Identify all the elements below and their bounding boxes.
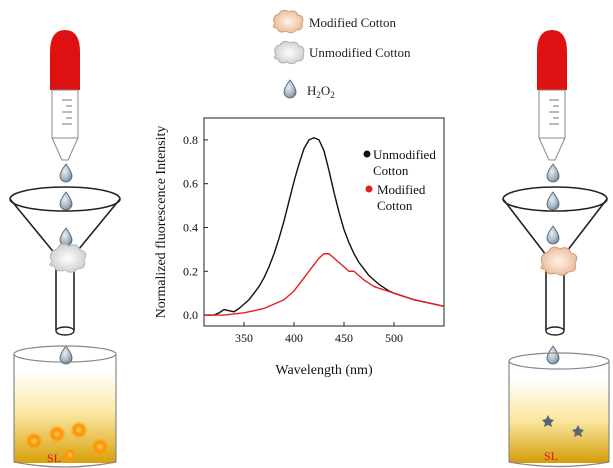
x-tick-label: 500 (385, 331, 403, 345)
plot-frame (203, 117, 445, 327)
series-label-modified-line1: Modified (377, 182, 426, 197)
series-marker-unmodified (363, 150, 371, 158)
left-dropper-bulb (50, 30, 80, 90)
left-dropper-barrel (51, 89, 79, 139)
right-drop (546, 345, 560, 365)
right-dropper-barrel (538, 89, 566, 139)
unmodified-cotton-legend-item: Unmodified Cotton (273, 40, 411, 65)
y-tick-label: 0.4 (183, 220, 198, 234)
x-tick-label: 400 (285, 331, 303, 345)
unmodified-cotton-label: Unmodified Cotton (309, 45, 411, 60)
left-drop (59, 345, 73, 365)
right-beaker-liquid (509, 378, 609, 463)
unmodified-cotton-icon (273, 40, 305, 65)
legend: Modified Cotton Unmodified Cotton H2O2 (272, 9, 411, 100)
right-beaker-label: SL (544, 449, 558, 463)
left-drop (59, 191, 73, 211)
left-apparatus: SL (9, 30, 121, 468)
fluorescent-dot (48, 425, 66, 443)
unmodified-cotton-line (204, 137, 445, 316)
left-drop (59, 227, 73, 247)
right-drop (546, 163, 560, 183)
series-label-modified: Modified Cotton (365, 182, 426, 213)
quenched-particle (572, 425, 584, 437)
right-beaker: SL (508, 352, 610, 468)
series-label-unmodified-line2: Cotton (373, 163, 409, 178)
y-tick-label: 0.0 (183, 308, 198, 322)
left-dropper-tip (51, 137, 79, 161)
left-dropper-graduations (62, 99, 72, 125)
series-marker-modified (365, 185, 373, 193)
right-cotton-modified (540, 246, 578, 276)
right-drop (546, 225, 560, 245)
y-axis-title: Normalized fluorescence Intensity (154, 126, 169, 319)
series-label-unmodified: Unmodified Cotton (363, 147, 436, 178)
modified-cotton-line (204, 253, 445, 316)
fluorescent-dot (25, 432, 43, 450)
series-label-modified-line2: Cotton (377, 198, 413, 213)
left-fluorescent-dots (25, 421, 109, 462)
x-axis-ticks: 350 400 450 500 (235, 322, 403, 345)
right-dropper-graduations (549, 99, 559, 125)
y-axis-ticks: 0.0 0.2 0.4 0.6 0.8 (183, 133, 208, 322)
h2o2-label: H2O2 (307, 83, 335, 100)
x-axis-title: Wavelength (nm) (275, 363, 373, 378)
left-dropper (50, 30, 80, 161)
x-tick-label: 350 (235, 331, 253, 345)
y-tick-label: 0.6 (183, 177, 198, 191)
left-cotton-unmodified (49, 243, 87, 273)
right-quenched-particles (542, 415, 584, 437)
right-dropper (537, 30, 567, 161)
right-apparatus: SL (502, 30, 610, 468)
left-beaker: SL (13, 345, 117, 468)
y-tick-label: 0.8 (183, 133, 198, 147)
modified-cotton-legend-item: Modified Cotton (272, 9, 397, 34)
left-drop (59, 163, 73, 183)
fluorescent-dot (91, 438, 109, 456)
right-dropper-bulb (537, 30, 567, 90)
right-dropper-tip (538, 137, 566, 161)
series-label-unmodified-line1: Unmodified (373, 147, 436, 162)
h2o2-legend-item: H2O2 (283, 79, 335, 100)
left-drops (59, 163, 73, 397)
right-drop (546, 191, 560, 211)
modified-cotton-label: Modified Cotton (309, 15, 397, 30)
series-lines (204, 137, 445, 316)
y-tick-label: 0.2 (183, 264, 198, 278)
quenched-particle (542, 415, 554, 427)
fluorescent-dot (63, 448, 77, 462)
left-beaker-label: SL (47, 451, 61, 465)
x-tick-label: 450 (335, 331, 353, 345)
h2o2-drop-icon (283, 79, 297, 99)
modified-cotton-icon (272, 9, 304, 34)
fluorescent-dot (70, 421, 88, 439)
fluorescence-chart: 350 400 450 500 0.0 0.2 0.4 0.6 0.8 Wavelength … (154, 117, 445, 378)
